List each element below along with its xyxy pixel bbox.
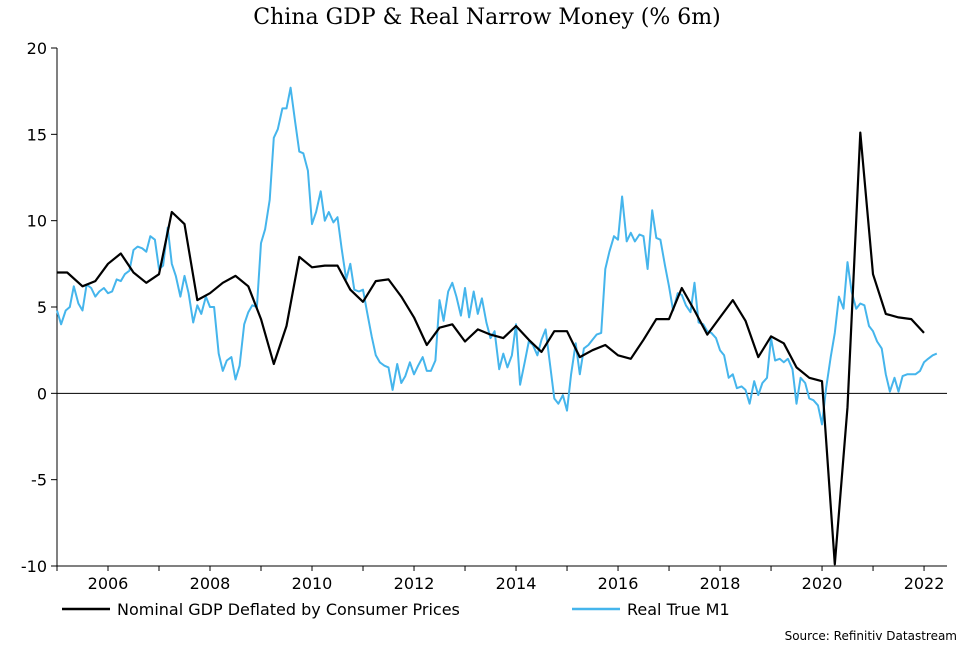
y-tick-label: -5 bbox=[31, 471, 47, 490]
x-tick-label: 2018 bbox=[700, 574, 741, 593]
y-tick-label: 5 bbox=[37, 298, 47, 317]
x-tick-label: 2020 bbox=[802, 574, 843, 593]
y-tick-label: 20 bbox=[27, 39, 47, 58]
y-tick-label: 15 bbox=[27, 125, 47, 144]
x-tick-label: 2012 bbox=[394, 574, 435, 593]
series-line-gdp bbox=[57, 131, 925, 566]
source-note: Source: Refinitiv Datastream bbox=[785, 629, 957, 643]
chart-title: China GDP & Real Narrow Money (% 6m) bbox=[253, 5, 720, 30]
x-tick-label: 2016 bbox=[598, 574, 639, 593]
x-tick-label: 2010 bbox=[292, 574, 333, 593]
x-tick-label: 2006 bbox=[88, 574, 129, 593]
y-axis: -10 -5 0 5 10 15 20 bbox=[21, 39, 57, 576]
legend-label-m1: Real True M1 bbox=[627, 600, 730, 619]
x-tick-label: 2014 bbox=[496, 574, 537, 593]
legend: Nominal GDP Deflated by Consumer Prices … bbox=[62, 600, 730, 619]
x-tick-label: 2022 bbox=[904, 574, 945, 593]
y-tick-label: -10 bbox=[21, 557, 47, 576]
legend-label-gdp: Nominal GDP Deflated by Consumer Prices bbox=[117, 600, 460, 619]
series-line-m1 bbox=[56, 86, 938, 426]
x-tick-label: 2008 bbox=[190, 574, 231, 593]
y-tick-label: 10 bbox=[27, 212, 47, 231]
series-lines bbox=[56, 86, 938, 566]
y-tick-label: 0 bbox=[37, 384, 47, 403]
x-axis: 2006 2008 2010 2012 2014 2016 2018 2020 2022 bbox=[56, 566, 945, 593]
